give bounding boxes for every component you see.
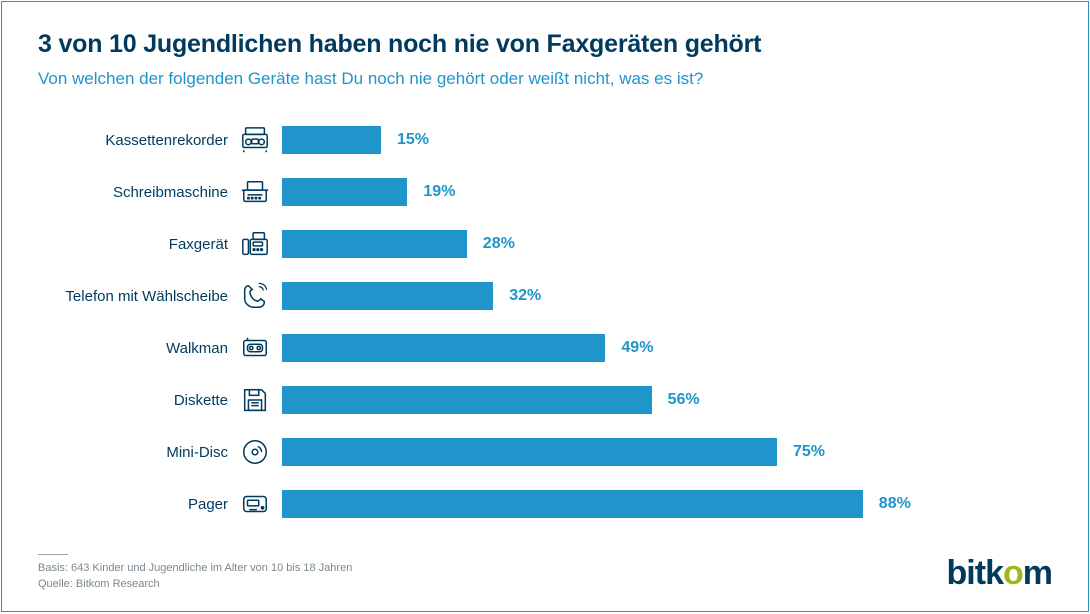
chart-title: 3 von 10 Jugendlichen haben noch nie von… — [38, 30, 1052, 59]
bar-value: 19% — [423, 183, 455, 201]
footnote-source: Quelle: Bitkom Research — [38, 577, 352, 593]
bar-chart: Kassettenrekorder 15% Schreibmaschine 19… — [38, 119, 1052, 525]
bar-label: Kassettenrekorder — [105, 132, 228, 149]
chart-frame: 3 von 10 Jugendlichen haben noch nie von… — [1, 1, 1089, 612]
bar-value: 32% — [509, 287, 541, 305]
floppy-icon — [240, 385, 270, 415]
bar-row: Faxgerät 28% — [38, 223, 1052, 265]
bar-row: Telefon mit Wählscheibe 32% — [38, 275, 1052, 317]
rotary-phone-icon — [240, 281, 270, 311]
bar-value: 28% — [483, 235, 515, 253]
cassette-recorder-icon — [240, 125, 270, 155]
chart-subtitle: Von welchen der folgenden Geräte hast Du… — [38, 69, 1052, 89]
bar-row: Pager 88% — [38, 483, 1052, 525]
bar-label: Walkman — [166, 340, 228, 357]
logo-part-accent: o — [1003, 554, 1023, 592]
bar — [282, 386, 652, 414]
bitkom-logo: bitkom — [947, 554, 1052, 593]
bar-label: Mini-Disc — [166, 444, 228, 461]
bar-label: Diskette — [174, 392, 228, 409]
footer: Basis: 643 Kinder und Jugendliche im Alt… — [38, 554, 352, 593]
bar-label: Telefon mit Wählscheibe — [65, 288, 228, 305]
footer-rule — [38, 554, 68, 555]
footnote-basis: Basis: 643 Kinder und Jugendliche im Alt… — [38, 561, 352, 577]
bar-label: Pager — [188, 496, 228, 513]
bar — [282, 230, 467, 258]
bar-value: 15% — [397, 131, 429, 149]
bar-value: 56% — [668, 391, 700, 409]
pager-icon — [240, 489, 270, 519]
bar-value: 88% — [879, 495, 911, 513]
bar — [282, 490, 863, 518]
bar — [282, 178, 407, 206]
logo-part: m — [1023, 554, 1052, 592]
bar — [282, 438, 777, 466]
bar-value: 49% — [621, 339, 653, 357]
bar-row: Diskette 56% — [38, 379, 1052, 421]
bar — [282, 334, 605, 362]
typewriter-icon — [240, 177, 270, 207]
bar — [282, 126, 381, 154]
logo-part: bitk — [947, 554, 1003, 592]
fax-icon — [240, 229, 270, 259]
bar-row: Kassettenrekorder 15% — [38, 119, 1052, 161]
bar-row: Mini-Disc 75% — [38, 431, 1052, 473]
walkman-icon — [240, 333, 270, 363]
bar-label: Schreibmaschine — [113, 184, 228, 201]
bar-label: Faxgerät — [169, 236, 228, 253]
bar-row: Walkman 49% — [38, 327, 1052, 369]
bar-row: Schreibmaschine 19% — [38, 171, 1052, 213]
minidisc-icon — [240, 437, 270, 467]
bar — [282, 282, 493, 310]
bar-value: 75% — [793, 443, 825, 461]
